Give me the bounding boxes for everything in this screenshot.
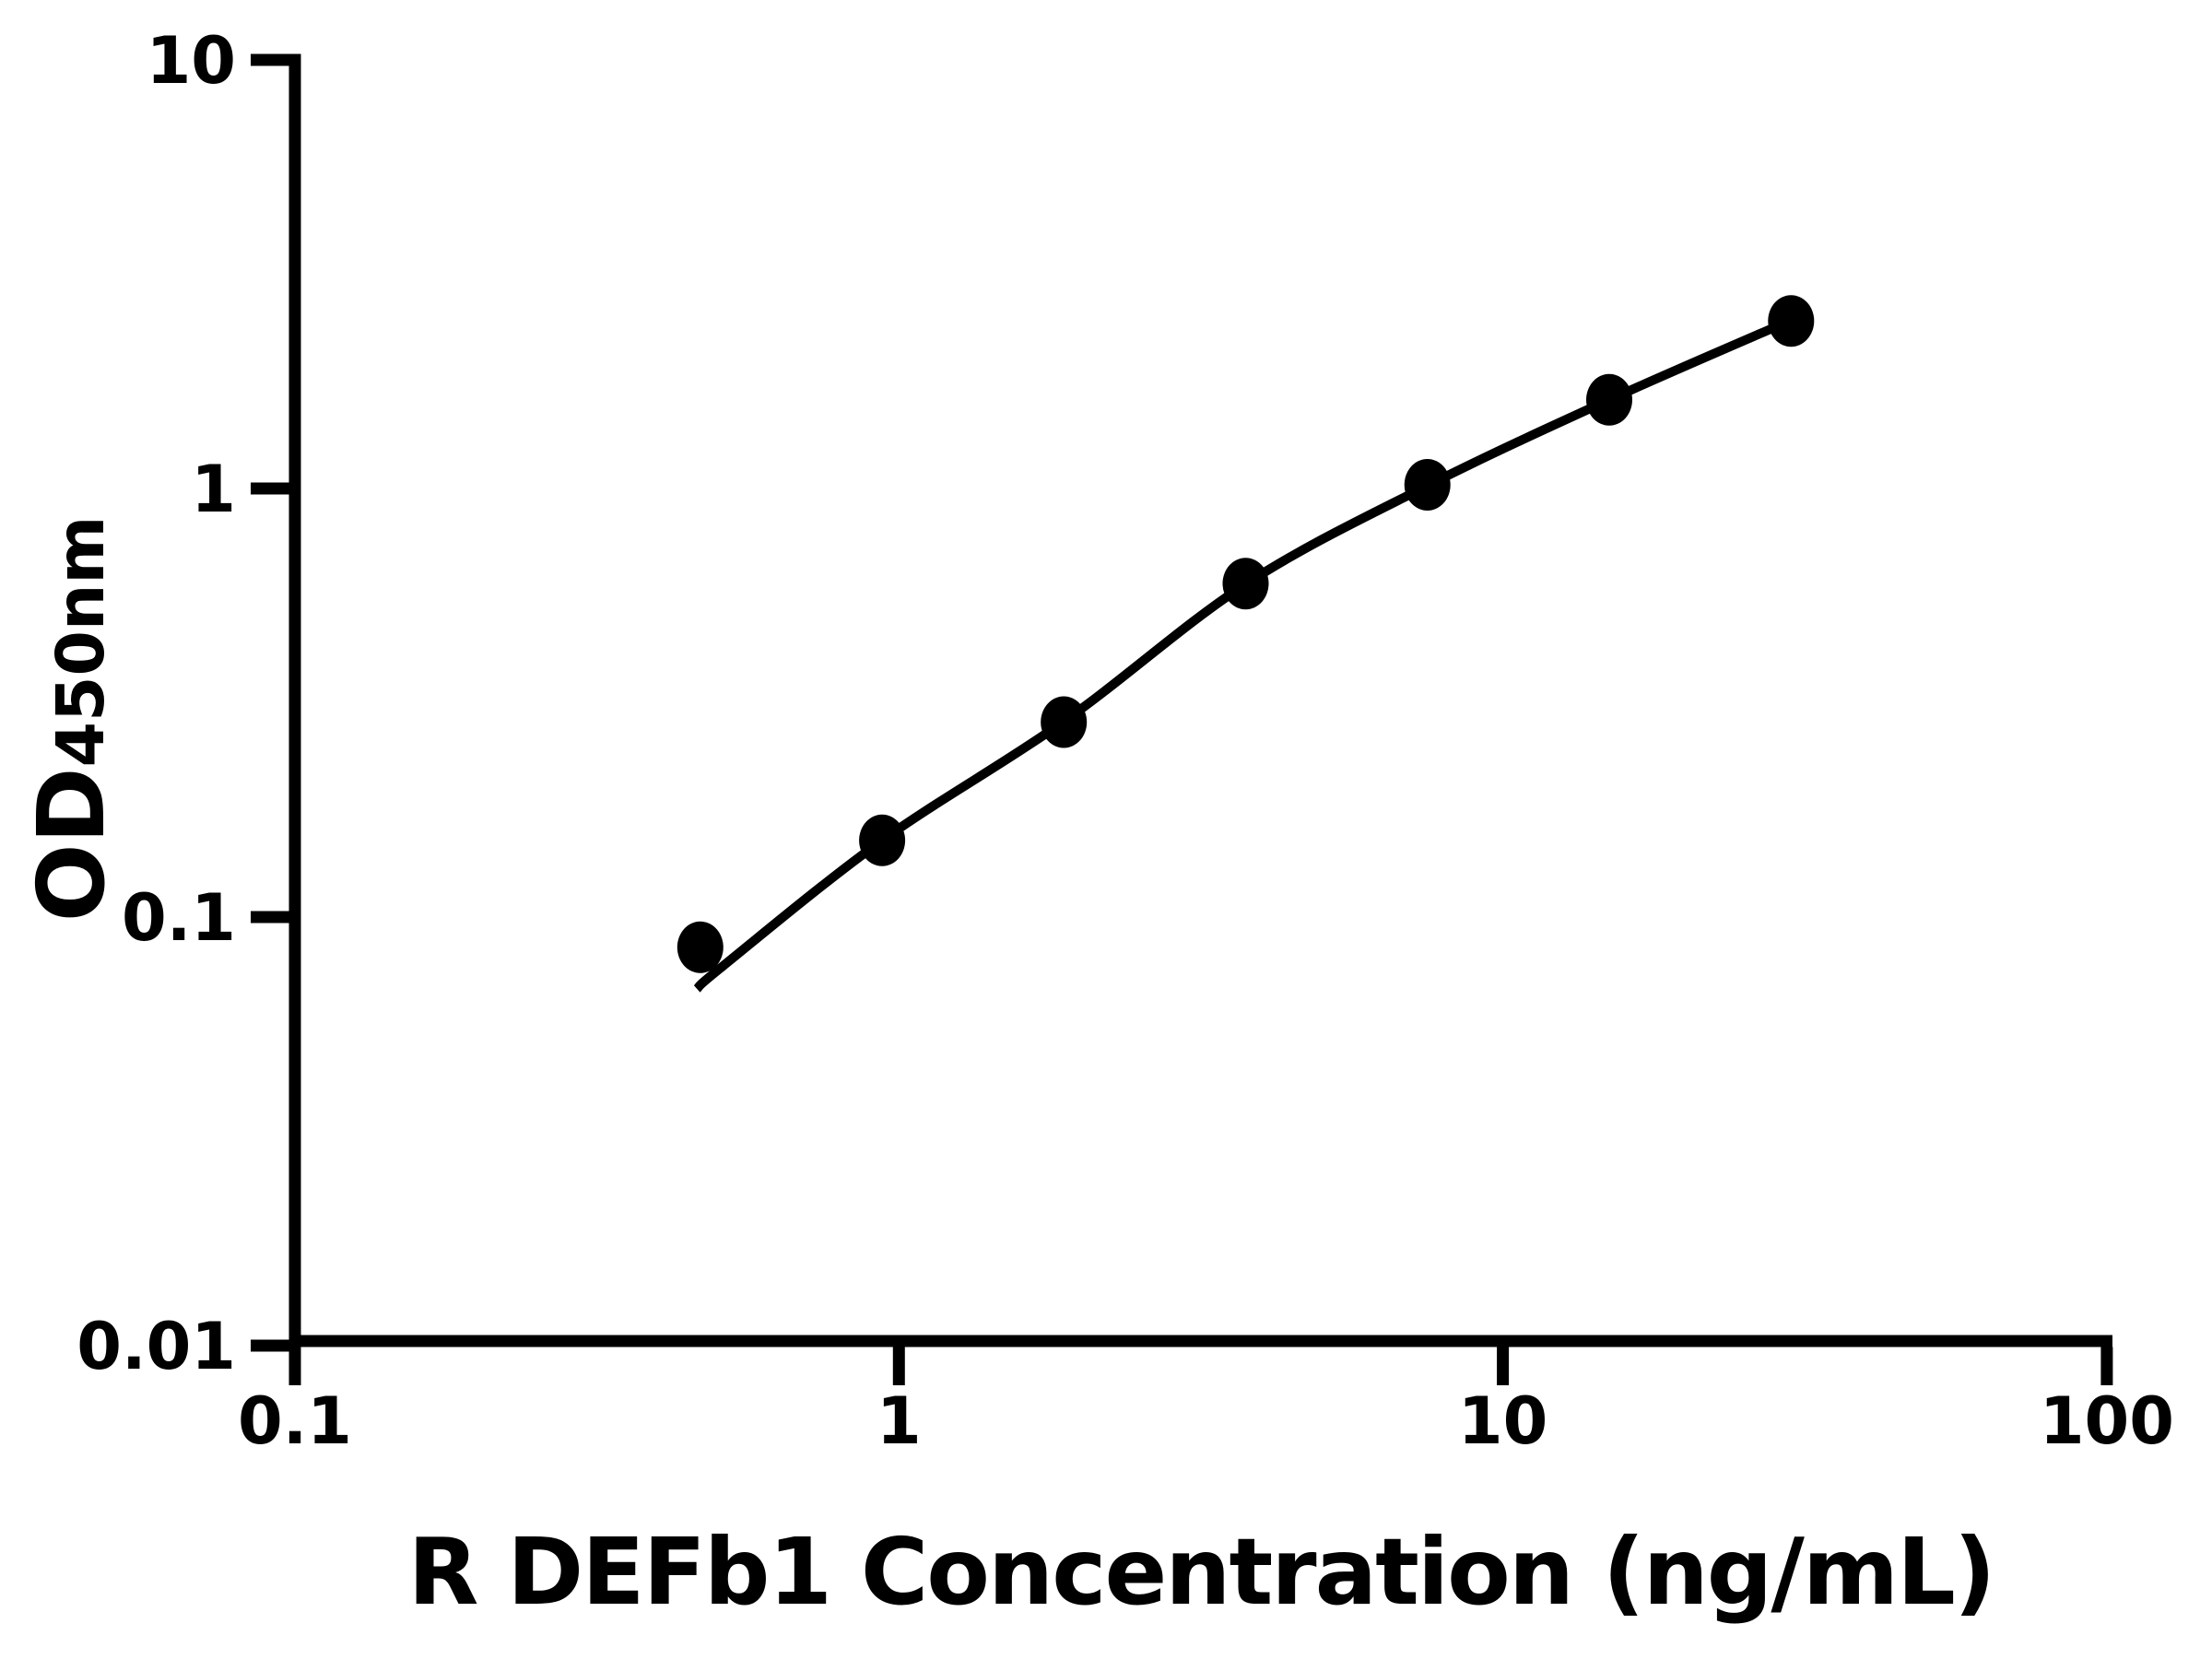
fit-curve-line <box>693 315 1794 993</box>
data-points <box>677 295 1815 973</box>
data-point <box>1404 459 1451 511</box>
data-point <box>1041 696 1088 748</box>
y-axis-ticks <box>251 53 289 1352</box>
data-point <box>1768 295 1815 347</box>
x-tick-label: 1 <box>877 1383 922 1459</box>
data-point <box>1586 373 1632 426</box>
y-tick-label: 1 <box>191 452 236 527</box>
x-tick-label: 0.1 <box>238 1383 352 1459</box>
x-tick-label: 10 <box>1458 1383 1547 1459</box>
y-axis-tick-labels: 10 1 0.1 0.01 <box>76 23 236 1384</box>
x-tick-label: 100 <box>2040 1383 2174 1459</box>
data-point <box>1222 558 1269 610</box>
y-tick-label: 0.01 <box>76 1309 236 1384</box>
x-axis-title: R DEFb1 Concentration (ng/mL) <box>407 1518 1994 1626</box>
x-axis-tick-labels: 0.1 1 10 100 <box>238 1383 2174 1459</box>
y-axis-title: OD450nm <box>18 516 125 923</box>
x-axis-ticks <box>288 1347 2113 1385</box>
y-tick-label: 10 <box>147 23 236 99</box>
y-axis-title-main: OD <box>18 767 125 922</box>
data-point <box>859 814 906 866</box>
y-axis-title-subscript: 450nm <box>42 516 119 768</box>
y-tick-label: 0.1 <box>122 880 236 956</box>
data-point <box>677 921 724 973</box>
